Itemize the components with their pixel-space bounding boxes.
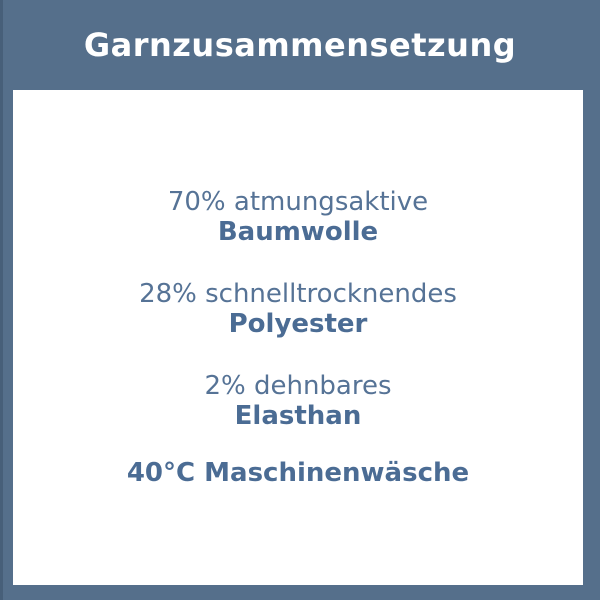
percentage-label: 28% schnelltrocknendes xyxy=(139,279,457,309)
material-name: Baumwolle xyxy=(217,217,379,247)
composition-item-cotton: 70% atmungsaktive Baumwolle xyxy=(168,187,428,247)
page-title: Garnzusammensetzung xyxy=(83,26,517,64)
percentage-label: 2% dehnbares xyxy=(204,371,392,401)
composition-item-polyester: 28% schnelltrocknendes Polyester xyxy=(139,279,457,339)
composition-panel: 70% atmungsaktive Baumwolle 28% schnellt… xyxy=(13,90,583,585)
material-name: Polyester xyxy=(228,309,368,339)
percentage-label: 70% atmungsaktive xyxy=(167,187,429,217)
left-edge-shadow xyxy=(0,0,3,600)
composition-item-elastane: 2% dehnbares Elasthan xyxy=(204,371,391,431)
material-name: Elasthan xyxy=(234,401,362,431)
card-header: Garnzusammensetzung xyxy=(0,0,600,90)
care-instruction: 40°C Maschinenwäsche xyxy=(126,458,470,488)
